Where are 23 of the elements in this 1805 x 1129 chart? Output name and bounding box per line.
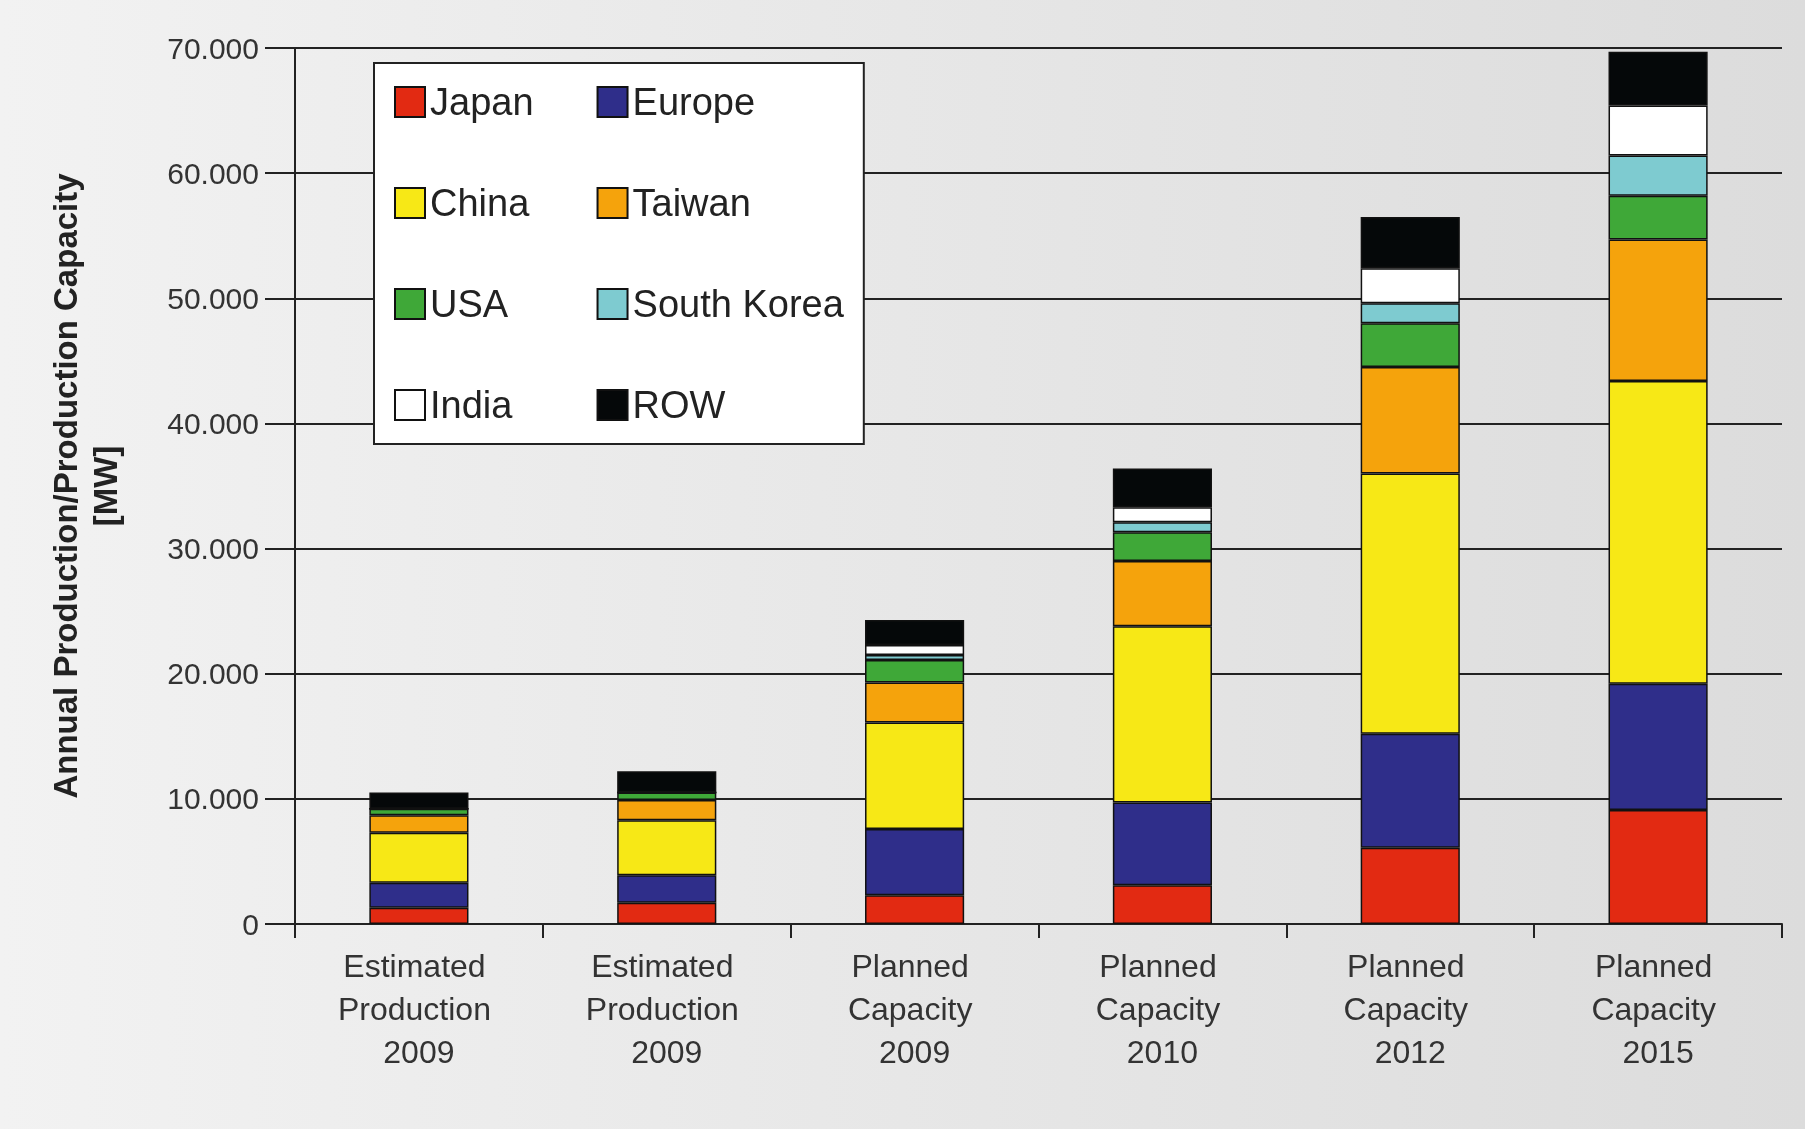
x-tick-label: Estimated Production 2009 bbox=[337, 947, 500, 1070]
y-tick-label: 10.000 bbox=[167, 782, 259, 816]
legend-label: USA bbox=[430, 283, 509, 325]
y-tick-label: 40.000 bbox=[167, 406, 259, 440]
legend-label: South Korea bbox=[632, 283, 845, 325]
y-axis-title: Annual Production/Production Capacity [MW] bbox=[46, 172, 124, 799]
x-tick-label: Planned Capacity 2012 bbox=[1343, 947, 1477, 1070]
y-tick-label: 0 bbox=[242, 907, 259, 941]
legend-label: China bbox=[430, 182, 531, 224]
x-tick-label: Planned Capacity 2009 bbox=[847, 947, 982, 1070]
x-tick-label: Planned Capacity 2010 bbox=[1095, 947, 1230, 1070]
legend-label: Taiwan bbox=[632, 182, 751, 224]
y-tick-label: 30.000 bbox=[167, 532, 259, 566]
x-tick-label: Estimated Production 2009 bbox=[585, 947, 748, 1070]
legend-label: ROW bbox=[632, 384, 726, 426]
y-tick-label: 20.000 bbox=[167, 657, 259, 691]
x-tick-label: Planned Capacity 2015 bbox=[1591, 947, 1725, 1070]
y-tick-label: 60.000 bbox=[167, 156, 259, 190]
legend-label: Japan bbox=[430, 81, 534, 123]
legend-label: Europe bbox=[632, 81, 756, 123]
y-tick-label: 70.000 bbox=[167, 31, 259, 65]
y-tick-label: 50.000 bbox=[167, 281, 259, 315]
legend-label: India bbox=[430, 384, 514, 426]
